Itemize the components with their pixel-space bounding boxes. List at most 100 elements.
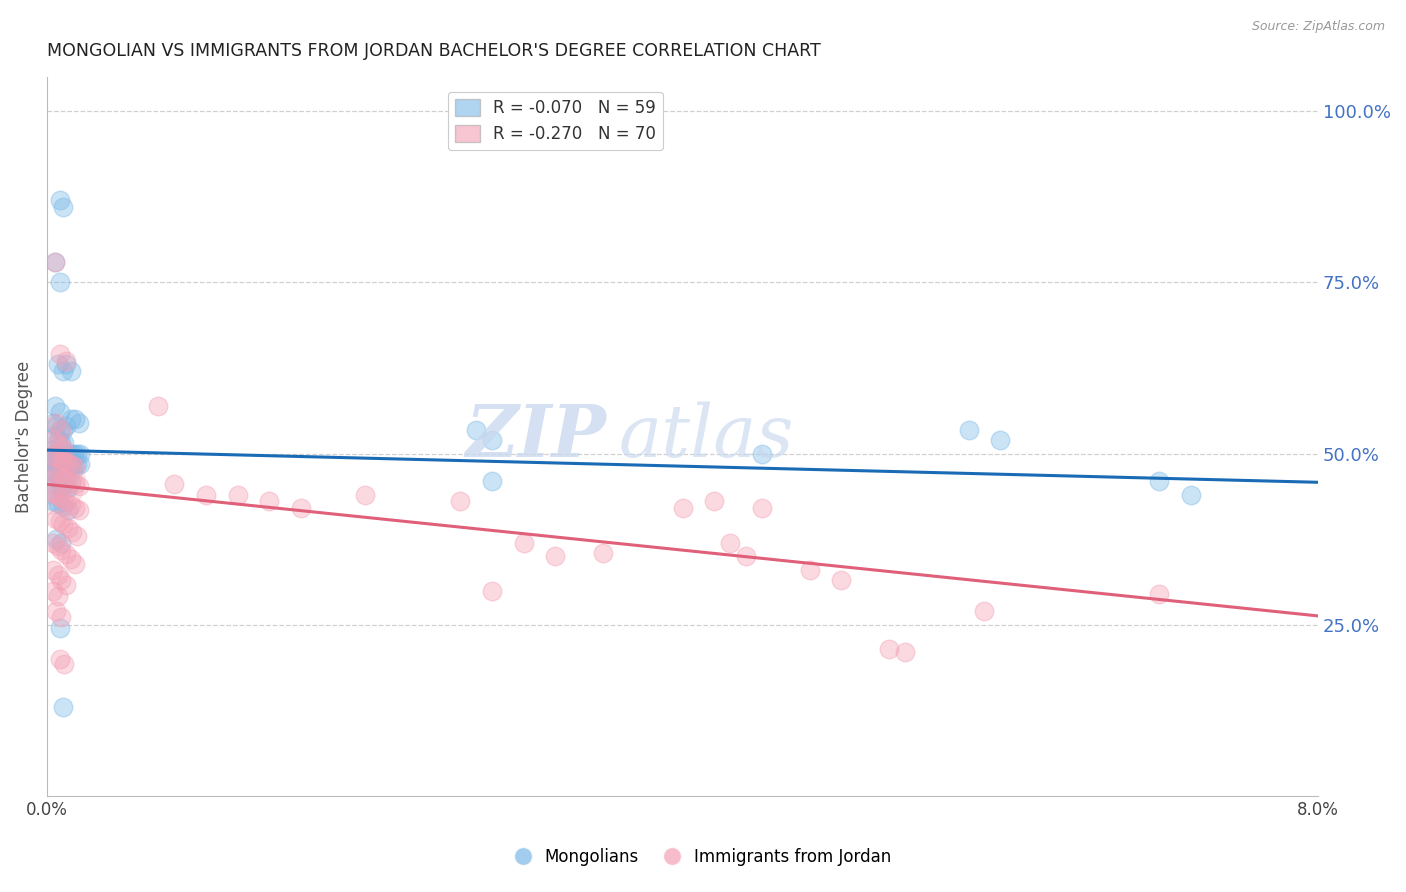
Point (59, 552, 82, 566)
Point (46, 433, 69, 447)
Point (45, 467, 67, 482)
Point (56, 520, 79, 534)
Point (1180, 488, 1202, 502)
Point (481, 474, 503, 488)
Point (59, 475, 82, 490)
Point (48, 490, 70, 504)
Point (51, 543, 73, 558)
Point (46, 455, 69, 469)
Point (59, 457, 82, 471)
Point (48, 193, 70, 207)
Point (45, 419, 67, 434)
Legend: R = -0.070   N = 59, R = -0.270   N = 70: R = -0.070 N = 59, R = -0.270 N = 70 (449, 92, 662, 150)
Point (42, 563, 65, 577)
Point (735, 549, 758, 564)
Point (63, 457, 86, 471)
Point (45, 466, 67, 480)
Point (718, 535, 741, 549)
Point (52, 517, 75, 532)
Point (45, 488, 67, 502)
Point (290, 501, 312, 516)
Point (48, 451, 70, 466)
Point (671, 501, 693, 516)
Point (55, 578, 77, 592)
Point (52, 453, 75, 467)
Text: atlas: atlas (619, 401, 794, 472)
Point (48, 621, 70, 635)
Point (259, 494, 281, 508)
Legend: Mongolians, Immigrants from Jordan: Mongolians, Immigrants from Jordan (508, 842, 898, 873)
Point (45, 604, 67, 618)
Point (65, 477, 87, 491)
Point (449, 494, 471, 508)
Point (45, 450, 67, 464)
Point (957, 423, 980, 437)
Point (45, 416, 67, 430)
Point (65, 460, 87, 475)
Point (53, 443, 76, 458)
Point (55, 419, 77, 434)
Point (66, 529, 89, 543)
Point (42, 535, 65, 549)
Point (44, 399, 66, 413)
Point (51, 456, 73, 470)
Point (48, 479, 70, 493)
Point (163, 477, 186, 491)
Point (44, 477, 66, 491)
Point (59, 498, 82, 512)
Point (52, 492, 75, 507)
Point (42, 466, 65, 480)
Point (58, 457, 80, 471)
Point (55, 358, 77, 372)
Point (481, 433, 503, 447)
Point (45, 511, 67, 525)
Point (44, 429, 66, 443)
Point (42, 485, 65, 500)
Point (48, 275, 70, 289)
Point (59, 364, 82, 378)
Point (51, 423, 73, 437)
Point (51, 573, 73, 587)
Point (56, 447, 79, 461)
Point (41, 455, 63, 469)
Point (55, 455, 77, 469)
Point (51, 448, 73, 462)
Point (60, 458, 83, 472)
Point (194, 488, 217, 502)
Point (46, 448, 69, 462)
Point (59, 412, 82, 426)
Point (973, 604, 995, 618)
Point (52, 423, 75, 437)
Point (51, 535, 73, 549)
Point (56, 456, 79, 470)
Point (544, 549, 567, 564)
Point (592, 546, 614, 560)
Point (52, 479, 75, 493)
Point (46, 567, 69, 582)
Point (55, 495, 77, 509)
Point (51, 610, 73, 624)
Point (53, 447, 76, 461)
Point (46, 436, 69, 450)
Point (67, 416, 90, 430)
Point (46, 589, 69, 603)
Point (69, 458, 91, 472)
Point (55, 473, 77, 487)
Point (59, 446, 82, 460)
Point (52, 471, 75, 485)
Point (55, 467, 77, 482)
Point (44, 446, 66, 460)
Point (44, 254, 66, 268)
Point (481, 583, 503, 598)
Point (46, 539, 69, 553)
Point (51, 436, 73, 450)
Point (41, 443, 63, 458)
Point (42, 583, 65, 598)
Point (1147, 587, 1170, 601)
Point (44, 455, 66, 469)
Point (45, 532, 67, 546)
Point (226, 488, 249, 502)
Point (1147, 474, 1170, 488)
Text: MONGOLIAN VS IMMIGRANTS FROM JORDAN BACHELOR'S DEGREE CORRELATION CHART: MONGOLIAN VS IMMIGRANTS FROM JORDAN BACH… (46, 42, 821, 60)
Point (877, 641, 900, 656)
